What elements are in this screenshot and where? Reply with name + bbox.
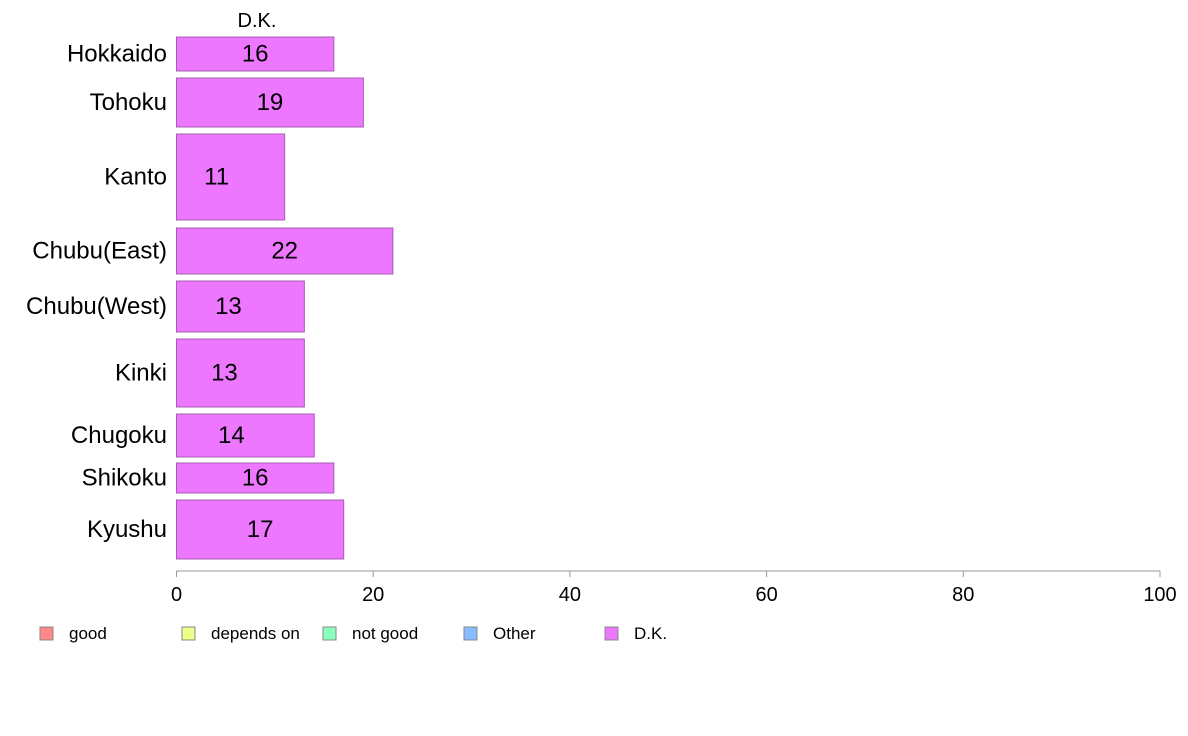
bar-kyushu: [176, 499, 345, 560]
legend: good depends on not good Other D.K.: [39, 624, 667, 643]
bar-chubu-west: [176, 280, 305, 333]
x-tick-label: 20: [362, 584, 384, 606]
legend-swatch: [463, 626, 478, 641]
category-label: Chugoku: [71, 422, 167, 449]
category-label: Kinki: [115, 360, 167, 387]
legend-swatch: [39, 626, 54, 641]
legend-swatch: [181, 626, 196, 641]
legend-label: D.K.: [634, 624, 667, 643]
category-label: Chubu(West): [26, 293, 167, 320]
bar-value-label: 22: [271, 238, 298, 265]
bar-value-label: 13: [211, 360, 238, 387]
bar-value-label: 19: [257, 89, 284, 116]
category-label: Kyushu: [87, 516, 167, 543]
x-axis: 0 20 40 60 80 100: [171, 570, 1177, 606]
category-label: Shikoku: [82, 465, 167, 492]
category-label: Tohoku: [90, 89, 167, 116]
category-label: Kanto: [104, 164, 167, 191]
bar-value-label: 11: [204, 164, 229, 191]
x-tick-label: 40: [559, 584, 581, 606]
legend-label: good: [69, 624, 107, 643]
bar-tohoku: [176, 77, 364, 128]
category-label: Chubu(East): [32, 238, 167, 265]
category-label: Hokkaido: [67, 41, 167, 68]
legend-label: not good: [352, 624, 418, 643]
bar-chubu-east: [176, 227, 394, 275]
bar-value-label: 14: [218, 422, 245, 449]
bar-value-label: 13: [215, 293, 242, 320]
bar-shikoku: [176, 462, 335, 494]
x-tick-label: 80: [952, 584, 974, 606]
x-tick-label: 60: [755, 584, 777, 606]
bar-kanto: [176, 133, 286, 221]
bar-chugoku: [176, 413, 315, 458]
x-tick-label: 0: [171, 584, 182, 606]
bar-value-label: 17: [247, 516, 274, 543]
bar-value-label: 16: [242, 465, 269, 492]
legend-label: Other: [493, 624, 536, 643]
bar-kinki: [176, 338, 305, 408]
chart-title: D.K.: [238, 10, 277, 32]
bar-hokkaido: [176, 36, 335, 72]
bars-layer: Hokkaido 16 Tohoku 19 Kanto 11 Chubu(East) 22 Ch…: [26, 36, 394, 560]
bar-value-label: 16: [242, 41, 269, 68]
legend-swatch: [322, 626, 337, 641]
legend-label: depends on: [211, 624, 300, 643]
x-tick-label: 100: [1143, 584, 1176, 606]
legend-swatch: [604, 626, 619, 641]
